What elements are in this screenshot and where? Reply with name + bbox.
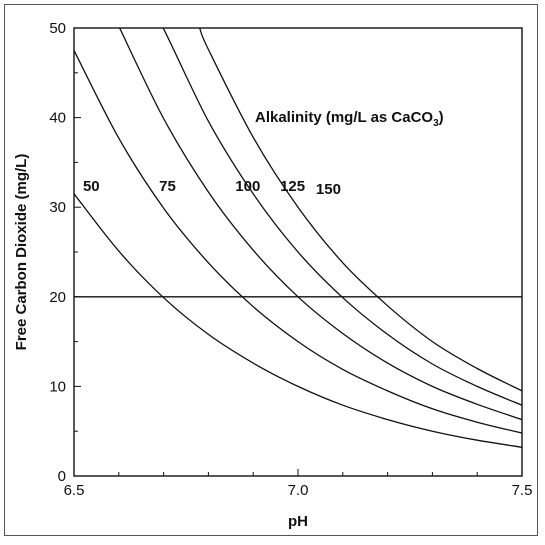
y-tick-label: 40 [49,110,66,127]
annotation-subscript: 3 [433,118,439,129]
curve-label-100: 100 [235,178,260,195]
curve-label-125: 125 [280,178,305,195]
alkalinity-curve-150 [199,28,522,392]
alkalinity-annotation: Alkalinity (mg/L as CaCO3) [255,109,444,129]
y-tick-label: 0 [58,468,66,485]
axis-tick-labels: 6.5 7.0 7.5 0 10 20 30 40 50 [49,20,532,499]
curve-labels: 50 75 100 125 150 [83,178,341,198]
alkalinity-curve-125 [162,28,522,406]
alkalinity-curve-100 [118,28,522,421]
annotation-text: Alkalinity (mg/L as CaCO [255,109,433,126]
curve-label-150: 150 [316,181,341,198]
axis-ticks [73,27,523,477]
alkalinity-curve-75 [74,50,522,434]
y-tick-label: 20 [49,289,66,306]
x-tick-label: 6.5 [64,482,85,499]
alkalinity-curves [74,28,522,448]
curve-label-50: 50 [83,178,100,195]
y-tick-label: 50 [49,20,66,37]
y-tick-label: 10 [49,378,66,395]
annotation-suffix: ) [439,109,444,126]
curve-label-75: 75 [159,178,176,195]
y-tick-label: 30 [49,199,66,216]
alkalinity-curve-50 [74,193,522,448]
y-axis-title: Free Carbon Dioxide (mg/L) [13,154,30,351]
x-axis-title: pH [288,513,308,530]
x-tick-label: 7.5 [512,482,533,499]
chart-frame [4,4,538,536]
x-tick-label: 7.0 [288,482,309,499]
